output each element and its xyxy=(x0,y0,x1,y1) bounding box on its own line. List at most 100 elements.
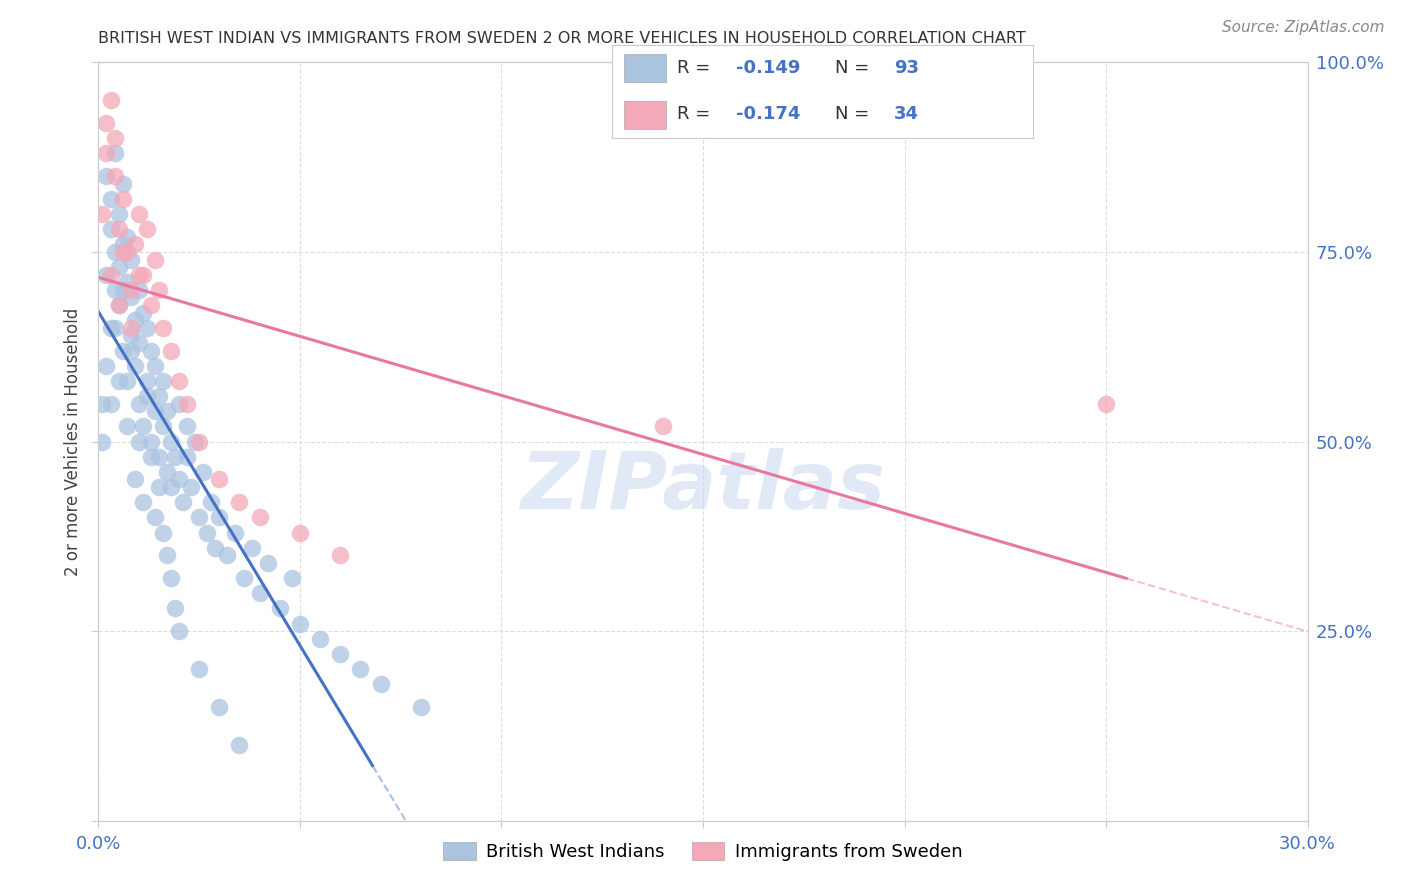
Point xyxy=(152,320,174,334)
Point xyxy=(156,465,179,479)
Point xyxy=(176,396,198,410)
Point xyxy=(139,434,162,449)
Point xyxy=(167,473,190,487)
Point xyxy=(163,450,186,464)
Point xyxy=(281,571,304,585)
Point xyxy=(96,359,118,373)
Point xyxy=(96,116,118,130)
Point xyxy=(200,495,222,509)
Point xyxy=(103,146,125,161)
Point xyxy=(188,510,211,524)
Point xyxy=(249,586,271,600)
Point xyxy=(103,131,125,145)
Point xyxy=(167,374,190,388)
Point xyxy=(152,419,174,434)
Bar xyxy=(624,54,666,82)
Point xyxy=(100,222,122,236)
Point xyxy=(329,647,352,661)
Point xyxy=(120,252,142,267)
Point xyxy=(249,510,271,524)
Point xyxy=(100,94,122,108)
Point xyxy=(120,343,142,358)
Point xyxy=(139,343,162,358)
Point xyxy=(128,268,150,282)
Point xyxy=(349,662,371,676)
Point xyxy=(128,207,150,221)
Point xyxy=(96,268,118,282)
Point xyxy=(156,404,179,418)
Point xyxy=(156,548,179,563)
Point xyxy=(124,359,146,373)
Point xyxy=(107,298,129,312)
Y-axis label: 2 or more Vehicles in Household: 2 or more Vehicles in Household xyxy=(65,308,83,575)
Point xyxy=(132,305,155,319)
Point xyxy=(132,268,155,282)
Point xyxy=(1095,396,1118,410)
Point xyxy=(139,298,162,312)
Point xyxy=(111,244,134,259)
Point xyxy=(152,374,174,388)
Point xyxy=(120,320,142,334)
Point xyxy=(163,601,186,615)
Point xyxy=(135,374,157,388)
Point xyxy=(107,298,129,312)
Point xyxy=(208,699,231,714)
Point xyxy=(135,389,157,403)
Point xyxy=(107,374,129,388)
Text: R =: R = xyxy=(678,59,716,77)
Point xyxy=(111,177,134,191)
Point xyxy=(100,192,122,206)
Point xyxy=(228,495,250,509)
Point xyxy=(288,616,311,631)
Text: 93: 93 xyxy=(894,59,920,77)
Point xyxy=(195,525,218,540)
Point xyxy=(96,169,118,184)
Point xyxy=(651,419,673,434)
Point xyxy=(135,320,157,334)
Text: BRITISH WEST INDIAN VS IMMIGRANTS FROM SWEDEN 2 OR MORE VEHICLES IN HOUSEHOLD CO: BRITISH WEST INDIAN VS IMMIGRANTS FROM S… xyxy=(98,31,1026,46)
Point xyxy=(208,510,231,524)
Point xyxy=(103,320,125,334)
Point xyxy=(91,207,114,221)
Point xyxy=(208,473,231,487)
Legend: British West Indians, Immigrants from Sweden: British West Indians, Immigrants from Sw… xyxy=(436,835,970,869)
Bar xyxy=(624,101,666,129)
Point xyxy=(143,252,166,267)
Point xyxy=(128,335,150,350)
Point xyxy=(111,237,134,252)
Text: -0.149: -0.149 xyxy=(737,59,800,77)
Point xyxy=(139,450,162,464)
Point xyxy=(100,396,122,410)
Point xyxy=(148,450,170,464)
Point xyxy=(409,699,432,714)
Point xyxy=(115,275,138,289)
Point xyxy=(124,237,146,252)
Point xyxy=(204,541,226,555)
Point xyxy=(120,283,142,297)
Point xyxy=(143,359,166,373)
Point xyxy=(240,541,263,555)
Point xyxy=(91,396,114,410)
Point xyxy=(172,495,194,509)
Point xyxy=(288,525,311,540)
Point xyxy=(160,571,183,585)
Point xyxy=(115,229,138,244)
Point xyxy=(107,207,129,221)
Text: 34: 34 xyxy=(894,105,920,123)
Point xyxy=(152,525,174,540)
Point xyxy=(193,465,215,479)
Point xyxy=(128,434,150,449)
Point xyxy=(217,548,239,563)
Point xyxy=(309,632,332,646)
Point xyxy=(184,434,207,449)
Point xyxy=(100,268,122,282)
Point xyxy=(103,283,125,297)
Point xyxy=(107,222,129,236)
Point xyxy=(370,677,392,691)
Text: ZIPatlas: ZIPatlas xyxy=(520,448,886,526)
Point xyxy=(120,291,142,305)
Point xyxy=(160,434,183,449)
Point xyxy=(124,313,146,327)
Point xyxy=(143,510,166,524)
Point xyxy=(176,419,198,434)
